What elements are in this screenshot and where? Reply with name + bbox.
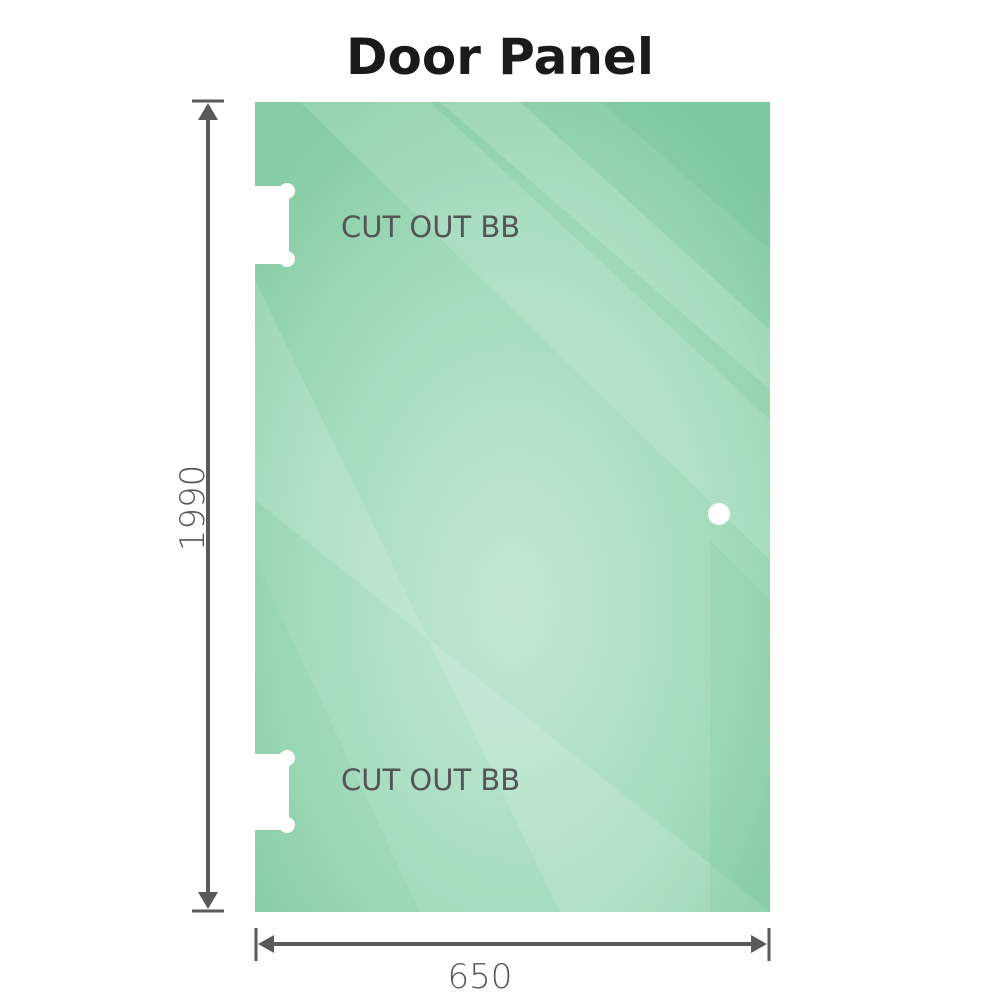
arrow-down-icon — [198, 892, 218, 909]
arrow-right-icon — [751, 935, 767, 953]
arrow-up-icon — [198, 103, 218, 120]
width-dimension-line — [254, 928, 771, 961]
cutout-label-top: CUT OUT BB — [341, 210, 520, 244]
glass-panel — [255, 102, 770, 912]
cutout-label-bottom: CUT OUT BB — [341, 763, 520, 797]
cutout-top — [250, 183, 295, 267]
cutout-bottom — [250, 750, 295, 833]
height-dimension-line — [192, 99, 224, 913]
diagram-title: Door Panel — [346, 28, 654, 86]
arrow-left-icon — [258, 935, 274, 953]
width-label: 650 — [448, 957, 513, 997]
height-label: 1990 — [173, 465, 213, 552]
handle-hole — [708, 503, 730, 525]
